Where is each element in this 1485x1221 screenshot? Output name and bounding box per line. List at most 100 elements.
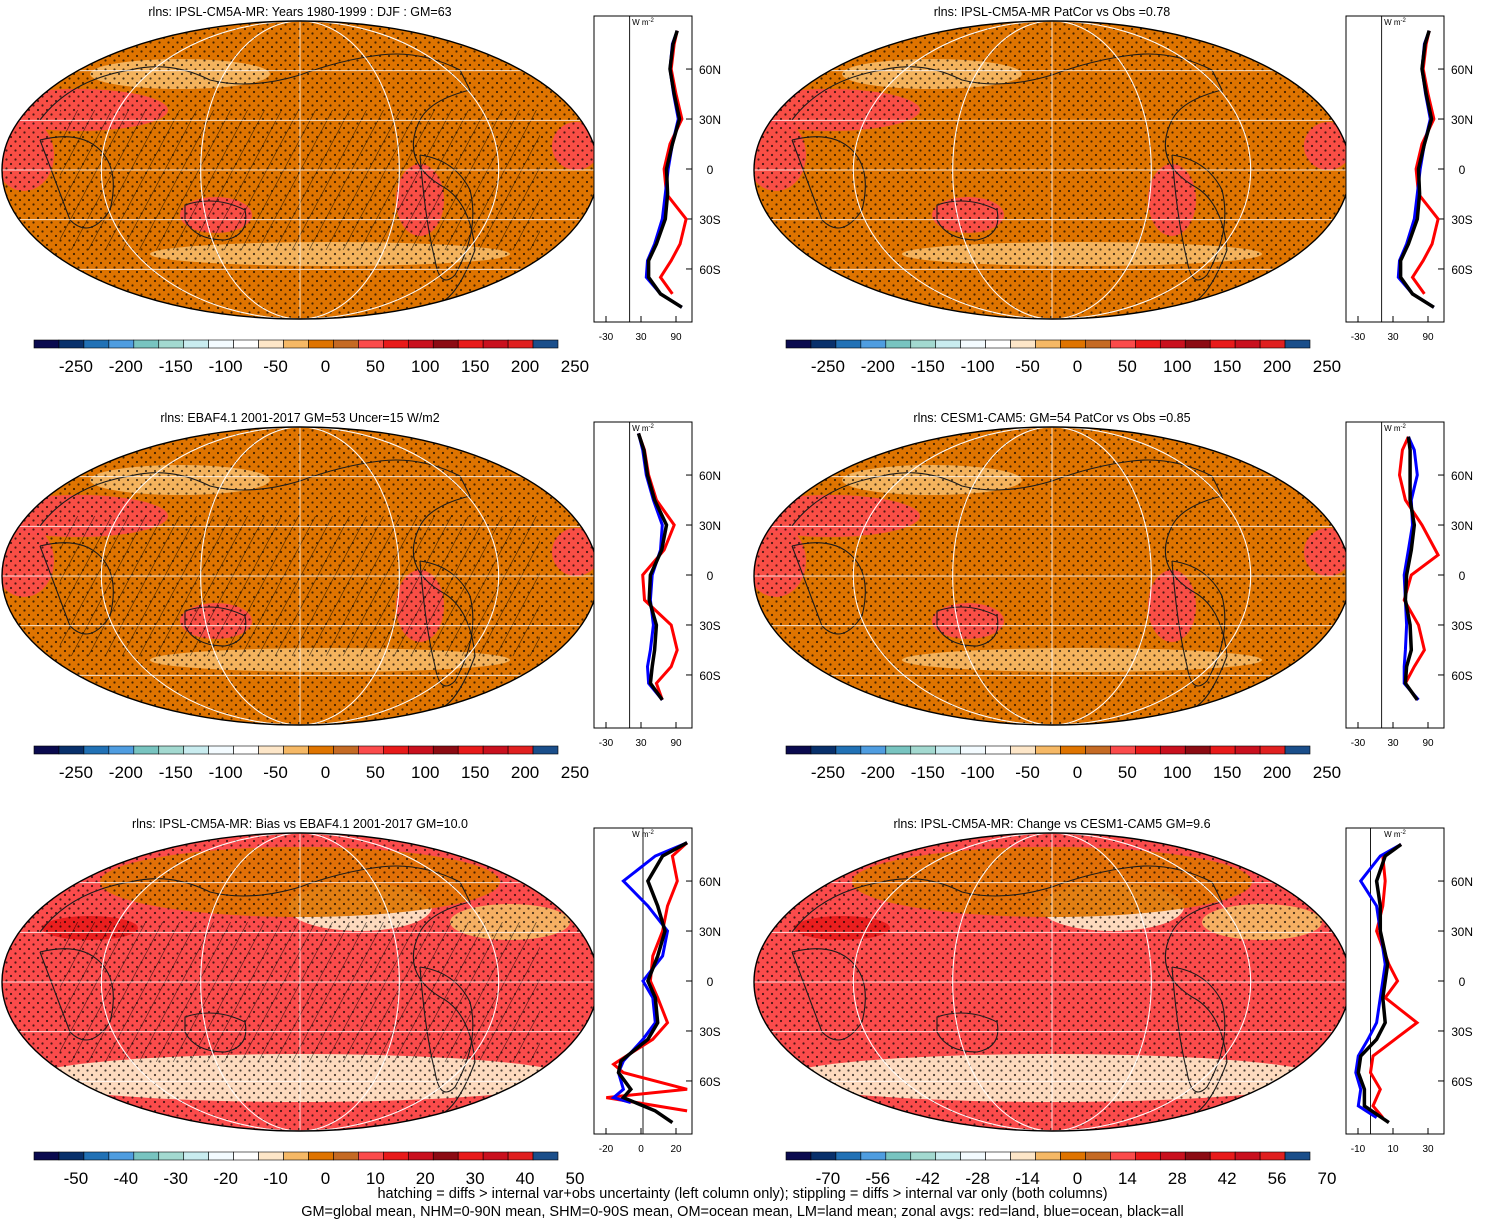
- profile-xtick-label: 0: [638, 1144, 644, 1155]
- profile-ytick-label: 60N: [699, 63, 721, 77]
- colorbar-label: 50: [366, 763, 385, 782]
- colorbar-swatch: [1110, 745, 1136, 755]
- profile-ytick-label: 30N: [1451, 925, 1473, 939]
- colorbar-label: 42: [1218, 1169, 1237, 1188]
- colorbar-swatch: [1010, 745, 1036, 755]
- colorbar-swatch: [532, 339, 559, 349]
- colorbar-swatch: [333, 745, 359, 755]
- colorbar-label: -20: [213, 1169, 238, 1188]
- colorbar-label: -100: [209, 763, 243, 782]
- colorbar-label: -200: [109, 357, 143, 376]
- colorbar-label: -40: [114, 1169, 139, 1188]
- coastline-1: [791, 53, 1228, 301]
- colorbar-swatch: [482, 339, 509, 349]
- colorbar-swatch: [1085, 1151, 1111, 1161]
- colorbar-swatch: [910, 339, 937, 349]
- profile-ytick-label: 30S: [1451, 1025, 1472, 1039]
- profile-ytick-label: 30S: [699, 619, 720, 633]
- profile-series-blue: [1402, 436, 1420, 701]
- profile-ytick-label: 60S: [1451, 669, 1472, 683]
- colorbar-swatch: [358, 745, 384, 755]
- profile-frame: [1345, 421, 1445, 729]
- map-field: [2, 833, 598, 1131]
- colorbar-swatch: [532, 745, 559, 755]
- colorbar-label: 50: [565, 1169, 584, 1188]
- profile-ytick-label: 0: [707, 163, 714, 177]
- colorbar-label: 250: [1313, 357, 1341, 376]
- colorbar-swatch: [83, 1151, 110, 1161]
- colorbar-swatch: [885, 745, 912, 755]
- colorbar-label: 50: [1118, 763, 1137, 782]
- colorbar-swatch: [532, 1151, 559, 1161]
- colorbar-swatch: [1159, 1151, 1186, 1161]
- colorbar-swatch: [457, 1151, 484, 1161]
- panel-title: rlns: CESM1-CAM5: GM=54 PatCor vs Obs =0…: [913, 411, 1190, 425]
- profile-xtick-label: 30: [1422, 1144, 1434, 1155]
- colorbar-swatch: [233, 745, 259, 755]
- colorbar-swatch: [1110, 339, 1136, 349]
- profile-ytick-label: 0: [707, 569, 714, 583]
- profile-unit-label: W m-2: [1384, 18, 1406, 27]
- colorbar-swatch: [1085, 745, 1111, 755]
- colorbar-swatch: [1259, 745, 1286, 755]
- colorbar-label: 0: [321, 1169, 330, 1188]
- colorbar-swatch: [208, 1151, 234, 1161]
- colorbar-label: 56: [1268, 1169, 1287, 1188]
- panel-3: rlns: EBAF4.1 2001-2017 GM=53 Uncer=15 W…: [1, 411, 721, 782]
- coastline-2: [791, 948, 866, 1041]
- colorbar-swatch: [860, 1151, 887, 1161]
- colorbar-swatch: [283, 745, 309, 755]
- colorbar-swatch: [910, 1151, 937, 1161]
- colorbar-swatch: [258, 1151, 284, 1161]
- panel-title: rlns: IPSL-CM5A-MR: Bias vs EBAF4.1 2001…: [132, 817, 468, 831]
- colorbar-label: -200: [861, 357, 895, 376]
- profile-ytick-label: 0: [1459, 163, 1466, 177]
- meridian-line: [200, 833, 400, 1131]
- colorbar-swatch: [333, 339, 359, 349]
- colorbar-label: -28: [965, 1169, 990, 1188]
- colorbar-swatch: [1284, 1151, 1311, 1161]
- colorbar-label: -50: [1015, 763, 1040, 782]
- colorbar-swatch: [358, 339, 384, 349]
- colorbar-swatch: [835, 1151, 862, 1161]
- panel-title: rlns: IPSL-CM5A-MR PatCor vs Obs =0.78: [934, 5, 1171, 19]
- colorbar-swatch: [910, 745, 937, 755]
- colorbar-label: 40: [516, 1169, 535, 1188]
- colorbar-swatch: [985, 1151, 1011, 1161]
- colorbar-label: 0: [321, 357, 330, 376]
- coastline-3: [184, 606, 247, 647]
- colorbar-label: -14: [1015, 1169, 1040, 1188]
- colorbar-swatch: [1209, 339, 1236, 349]
- map-field: [754, 833, 1350, 1131]
- meridian-line: [200, 21, 400, 319]
- colorbar-swatch: [1234, 1151, 1261, 1161]
- profile-xtick-label: 90: [1422, 738, 1434, 749]
- colorbar-swatch: [507, 1151, 534, 1161]
- colorbar-swatch: [358, 1151, 384, 1161]
- colorbar-swatch: [1209, 745, 1236, 755]
- profile-xtick-label: -30: [599, 738, 614, 749]
- colorbar-swatch: [507, 339, 534, 349]
- colorbar-swatch: [58, 1151, 85, 1161]
- profile-xtick-label: -30: [599, 332, 614, 343]
- colorbar-swatch: [1234, 745, 1261, 755]
- profile-ytick-label: 0: [1459, 975, 1466, 989]
- profile-ytick-label: 30N: [699, 113, 721, 127]
- colorbar-label: 200: [511, 763, 539, 782]
- profile-xtick-label: 10: [1387, 1144, 1399, 1155]
- zonal-profile: W m-2 60N 30N 0 30S 60S -30 30 90: [593, 15, 721, 343]
- colorbar-swatch: [1284, 745, 1311, 755]
- meridian-line: [200, 427, 400, 725]
- colorbar-swatch: [985, 745, 1011, 755]
- colorbar-label: -50: [64, 1169, 89, 1188]
- footer-note-hatching: hatching = diffs > internal var+obs unce…: [377, 1186, 1108, 1202]
- colorbar-swatch: [860, 339, 887, 349]
- profile-ytick-label: 60S: [699, 1075, 720, 1089]
- profile-ytick-label: 30S: [699, 1025, 720, 1039]
- colorbar-label: -200: [109, 763, 143, 782]
- colorbar-swatch: [233, 339, 259, 349]
- colorbar-swatch: [1035, 745, 1061, 755]
- colorbar-label: 100: [411, 357, 439, 376]
- colorbar-swatch: [1159, 745, 1186, 755]
- colorbar-label: -10: [263, 1169, 288, 1188]
